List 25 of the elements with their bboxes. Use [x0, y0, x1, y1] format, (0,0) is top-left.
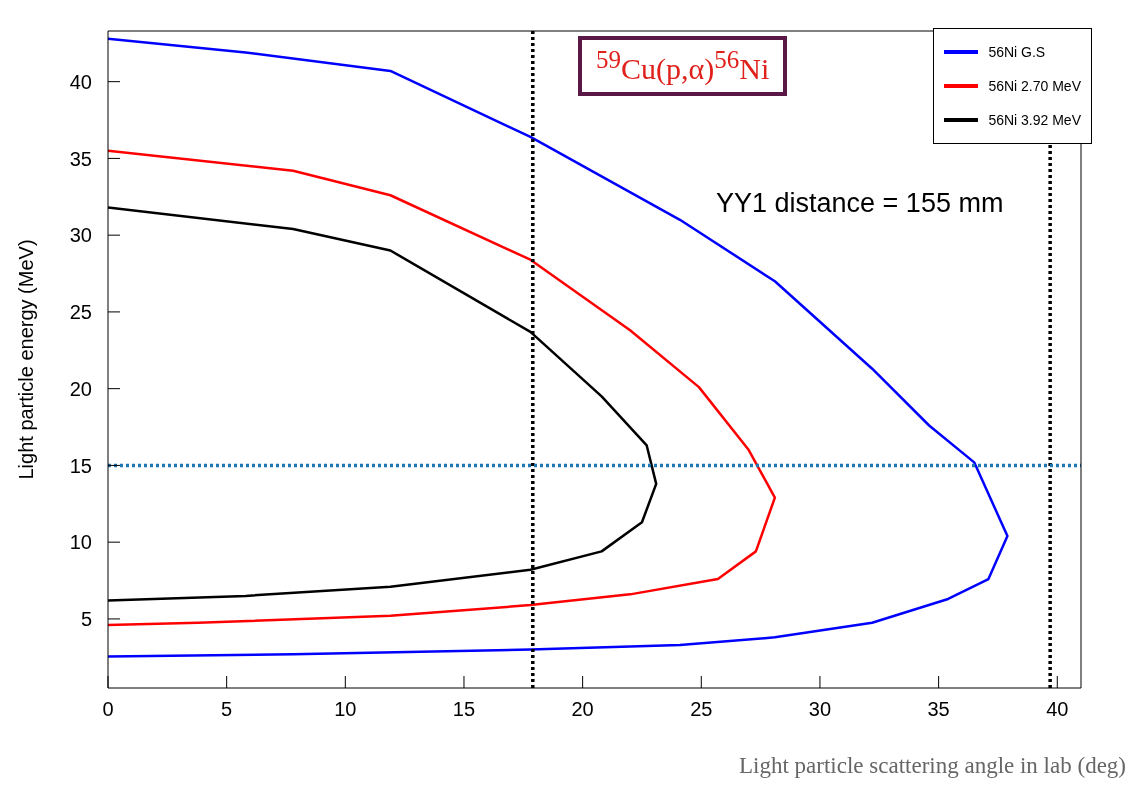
- x-tick-label: 30: [808, 698, 832, 721]
- y-axis-title: Light particle energy (MeV): [15, 239, 38, 480]
- x-tick-label: 40: [1046, 698, 1069, 721]
- x-tick-label: 25: [690, 698, 713, 721]
- x-tick-label: 10: [334, 698, 357, 721]
- annotation: YY1 distance = 155 mm: [716, 188, 1004, 219]
- y-tick-label: 20: [69, 377, 92, 400]
- y-tick-label: 40: [69, 70, 92, 93]
- x-tick-label: 20: [571, 698, 594, 721]
- x-tick-label: 35: [927, 698, 950, 721]
- y-tick-label: 35: [69, 147, 92, 170]
- x-tick-label: 5: [221, 698, 233, 721]
- y-tick-label: 15: [69, 454, 92, 477]
- annotation: $^{59}$Cu(p,α)$^{56}$Ni: [578, 36, 788, 96]
- legend-label: 56Ni G.S: [988, 44, 1046, 60]
- y-tick-label: 10: [69, 531, 92, 554]
- legend-label: 56Ni 3.92 MeV: [988, 112, 1081, 128]
- y-tick-label: 30: [69, 224, 92, 247]
- y-tick-label: 25: [69, 301, 92, 324]
- legend-label: 56Ni 2.70 MeV: [988, 78, 1081, 94]
- y-tick-label: 5: [80, 608, 92, 631]
- line-series: [108, 149, 777, 627]
- x-tick-label: 0: [102, 698, 114, 721]
- x-tick-label: 15: [452, 698, 476, 721]
- x-axis-title: Light particle scattering angle in lab (deg): [738, 753, 1126, 778]
